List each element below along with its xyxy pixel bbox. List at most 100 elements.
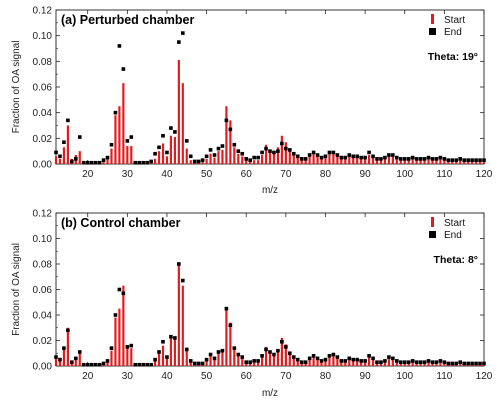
- x-axis-title: m/z: [262, 185, 278, 196]
- bar-start-mz-107: [431, 362, 434, 366]
- marker-end-mz-28: [117, 287, 122, 292]
- bar-start-mz-64: [260, 155, 264, 164]
- marker-end-mz-63: [256, 155, 260, 160]
- x-tick-label: 60: [241, 169, 253, 180]
- marker-end-mz-99: [398, 360, 403, 364]
- marker-end-mz-99: [398, 157, 403, 161]
- bar-start-mz-84: [340, 158, 343, 164]
- marker-end-mz-13: [58, 154, 62, 159]
- bar-start-mz-100: [403, 362, 406, 366]
- bar-start-mz-81: [328, 153, 331, 164]
- marker-end-mz-31: [129, 343, 134, 348]
- bar-start-mz-60: [245, 362, 248, 366]
- marker-end-mz-65: [264, 347, 268, 352]
- bar-start-mz-96: [387, 358, 390, 366]
- marker-end-mz-34: [141, 362, 145, 367]
- bar-start-mz-55: [225, 308, 228, 366]
- marker-end-mz-18: [77, 350, 82, 354]
- bar-start-mz-113: [455, 161, 458, 164]
- bar-start-mz-101: [407, 160, 410, 164]
- marker-end-mz-95: [383, 359, 387, 363]
- bar-start-mz-95: [383, 360, 387, 366]
- bar-start-mz-105: [423, 160, 426, 164]
- bar-start-mz-101: [407, 362, 410, 366]
- marker-end-mz-41: [169, 334, 173, 339]
- marker-end-mz-104: [418, 360, 423, 364]
- marker-end-mz-113: [454, 361, 459, 366]
- bar-start-mz-58: [237, 153, 240, 164]
- marker-end-mz-12: [54, 355, 58, 359]
- bar-start-mz-48: [197, 162, 200, 164]
- bar-start-mz-118: [474, 161, 478, 164]
- bar-start-mz-92: [371, 359, 375, 366]
- bar-start-mz-38: [157, 151, 161, 164]
- marker-end-mz-15: [66, 118, 70, 123]
- marker-end-mz-74: [299, 360, 304, 364]
- y-tick-label: 0.10: [33, 31, 53, 42]
- marker-end-mz-85: [343, 359, 348, 363]
- theta-annotation: Theta: 8°: [434, 254, 478, 266]
- marker-end-mz-22: [93, 160, 98, 165]
- bar-start-mz-25: [106, 158, 109, 164]
- marker-end-mz-56: [228, 323, 233, 327]
- x-tick-label: 110: [436, 169, 452, 180]
- marker-end-mz-116: [466, 158, 470, 162]
- y-tick-label: 0.08: [33, 57, 53, 68]
- bar-start-mz-59: [241, 156, 244, 164]
- bar-start-mz-28: [118, 308, 121, 366]
- marker-end-mz-93: [375, 157, 379, 161]
- bar-start-mz-103: [415, 362, 418, 366]
- y-tick-label: 0.00: [33, 160, 53, 171]
- theta-annotation: Theta: 19°: [428, 51, 478, 63]
- x-tick-label: 60: [241, 371, 253, 382]
- marker-end-mz-75: [303, 360, 308, 364]
- bar-start-mz-110: [443, 160, 446, 164]
- x-tick-label: 50: [201, 371, 213, 382]
- marker-end-mz-68: [276, 348, 280, 353]
- bar-start-mz-57: [233, 147, 236, 164]
- bar-start-mz-76: [308, 156, 311, 164]
- marker-end-mz-28: [117, 44, 122, 48]
- marker-end-mz-41: [169, 126, 173, 130]
- bar-start-mz-29: [122, 285, 125, 366]
- panel-title: (a) Perturbed chamber: [61, 13, 195, 27]
- marker-end-mz-113: [454, 158, 459, 162]
- bar-start-mz-48: [197, 364, 200, 366]
- bar-start-mz-93: [375, 362, 379, 366]
- marker-end-mz-81: [327, 150, 332, 155]
- marker-end-mz-20: [85, 160, 90, 165]
- bar-start-mz-91: [367, 357, 371, 366]
- marker-end-mz-21: [89, 160, 94, 165]
- marker-end-mz-51: [208, 352, 213, 357]
- bar-start-mz-41: [169, 135, 173, 164]
- marker-end-mz-27: [113, 110, 118, 115]
- bar-start-mz-96: [387, 156, 390, 164]
- bar-start-mz-70: [284, 142, 287, 164]
- bar-start-mz-82: [332, 152, 335, 164]
- y-tick-label: 0.02: [33, 336, 53, 347]
- marker-end-mz-45: [184, 347, 189, 352]
- marker-end-mz-57: [232, 346, 237, 350]
- bar-start-mz-75: [304, 362, 307, 366]
- bar-start-mz-63: [257, 362, 260, 366]
- marker-end-mz-78: [315, 153, 320, 157]
- chart-panel-1: 0.00 0.02 0.04 0.06 0.08 0.10 0.12 20 30 40 50 60 70…: [11, 209, 493, 400]
- marker-end-mz-25: [105, 359, 110, 363]
- bar-start-mz-77: [312, 355, 315, 366]
- bar-start-mz-39: [161, 143, 165, 164]
- bar-start-mz-89: [360, 158, 363, 164]
- bar-start-mz-58: [237, 355, 240, 366]
- bar-start-mz-89: [360, 360, 363, 366]
- marker-end-mz-48: [196, 361, 201, 366]
- marker-end-mz-98: [395, 359, 399, 363]
- marker-end-mz-48: [196, 159, 201, 164]
- marker-end-mz-80: [323, 154, 328, 159]
- bar-start-mz-83: [336, 155, 339, 164]
- bar-start-mz-84: [340, 360, 343, 366]
- marker-end-mz-103: [414, 157, 419, 161]
- x-tick-label: 70: [280, 169, 292, 180]
- x-tick-label: 90: [360, 169, 372, 180]
- marker-end-mz-59: [240, 151, 245, 156]
- marker-end-mz-117: [470, 361, 474, 366]
